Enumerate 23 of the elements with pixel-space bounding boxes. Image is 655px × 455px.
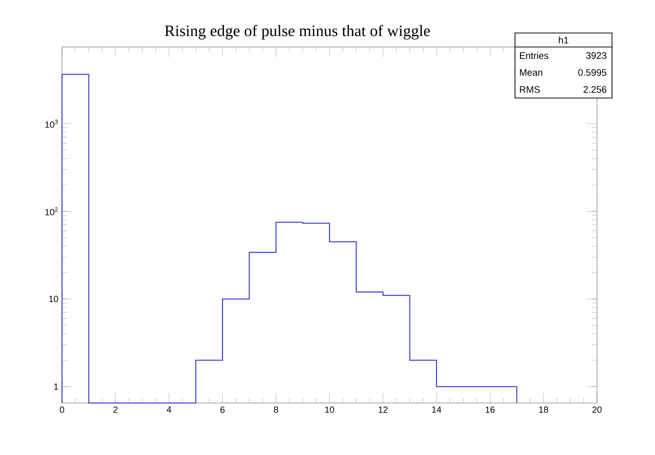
x-tick-label: 6 (220, 406, 225, 413)
annotation: 2.256 (584, 86, 606, 93)
x-tick-label: 20 (592, 406, 602, 413)
chart-title: Rising edge of pulse minus that of wiggle (164, 24, 430, 40)
text: h1 (558, 36, 568, 44)
x-tick-label: 2 (113, 406, 118, 413)
y-tick-label: 10 (49, 296, 58, 302)
y-tick-label: 10$^{2}$ (45, 207, 58, 216)
x-tick-label: 4 (166, 406, 172, 413)
y-tick-label: 1 (54, 384, 58, 390)
annotation: RMS (520, 86, 540, 93)
x-tick-label: 12 (378, 406, 388, 413)
x-tick-label: 14 (432, 406, 442, 413)
x-tick-label: 18 (539, 406, 548, 413)
annotation: Mean (520, 69, 542, 76)
annotation: 3923 (586, 52, 606, 59)
x-tick-label: 0 (60, 406, 64, 413)
annotation: 0.5995 (578, 69, 606, 76)
annotation: Entries (520, 52, 548, 59)
y-tick-label: 10$^{3}$ (45, 120, 58, 128)
x-tick-label: 10 (325, 406, 334, 413)
x-tick-label: 8 (274, 406, 278, 413)
x-tick-label: 16 (486, 406, 495, 413)
